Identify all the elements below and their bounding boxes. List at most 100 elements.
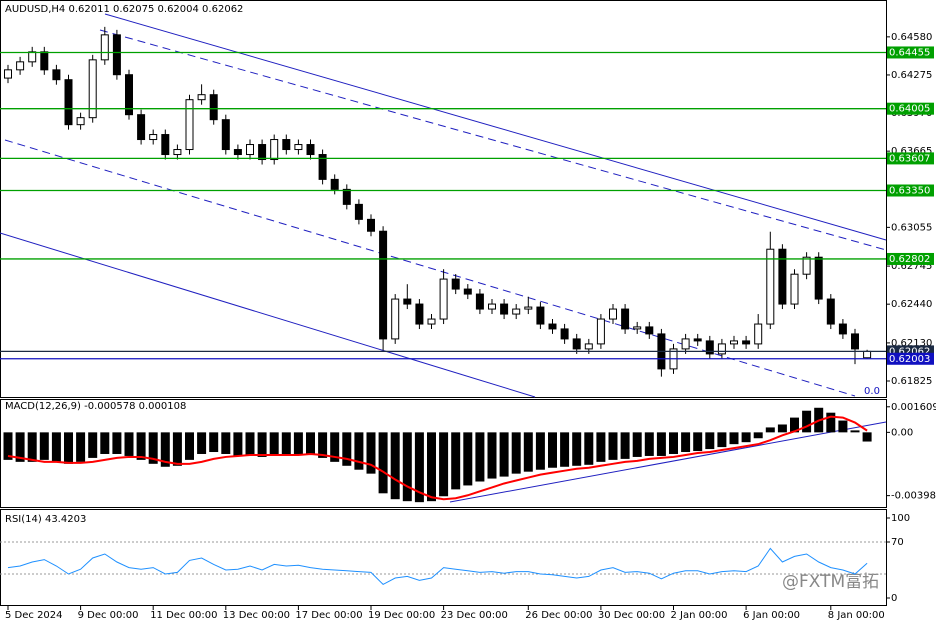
candle-body [415,303,424,325]
macd-bar [269,432,279,456]
candle-body [633,326,642,330]
macd-bar [705,432,715,450]
level-label-box [887,46,934,59]
macd-bar [88,432,98,458]
macd-bar [221,432,231,454]
macd-bar [330,432,340,462]
price-pane [0,0,887,398]
candle-body [548,323,557,330]
channel [0,13,887,503]
macd-bar [306,432,315,454]
candle-body [742,340,751,345]
macd-bar [644,432,654,456]
candle-body [270,139,279,161]
candle-body [851,333,859,350]
macd-bar [124,432,134,456]
macd-bar [475,432,485,482]
x-tick-label: 30 Dec 00:00 [598,610,665,621]
macd-title: MACD(12,26,9) -0.000578 0.000108 [5,401,186,412]
macd-bar [76,432,86,462]
candle-body [451,278,460,290]
x-tick-label: 17 Dec 00:00 [295,610,362,621]
y-tick-label: 0.001609 [891,402,936,413]
macd-bar [753,432,763,439]
x-tick-label: 23 Dec 00:00 [441,610,508,621]
macd-bar [185,432,194,460]
macd-bar [366,432,376,474]
candle-body [463,288,472,295]
macd-bar [51,432,61,462]
macd-bar [523,432,533,472]
y-tick-label: 0.63055 [891,222,932,233]
macd-bar [572,432,582,466]
candle-body [342,188,351,205]
candle-body [427,318,436,325]
macd-bar [729,432,739,445]
level-label: 0.64455 [889,47,930,58]
y-tick-label: 0.64580 [891,32,932,43]
macd-bar [632,432,642,457]
candle-body [258,144,267,161]
candle-body [536,306,545,325]
candle-body [596,318,605,345]
macd-bar [245,432,255,456]
candle-body [621,308,630,330]
macd-bar [620,432,630,459]
candle-body [185,99,194,151]
candle-body [306,144,315,156]
x-tick-label: 9 Dec 00:00 [78,610,139,621]
macd-bar [15,432,25,462]
macd-bar [27,432,37,462]
macd-bar [596,432,606,462]
macd-bar [487,432,497,479]
chart-title: AUDUSD,H4 0.62011 0.62075 0.62004 0.6206… [5,4,243,15]
candle-body [838,323,847,335]
level-label-box [887,352,934,365]
level-label-box [887,152,934,165]
x-tick-label: 5 Dec 2024 [5,610,63,621]
candle-body [125,74,133,116]
candle-body [354,203,363,220]
channel-line [4,139,856,397]
candle-body [4,69,12,79]
macd-bar [148,432,158,464]
candle-body [790,273,799,305]
macd-bar [802,410,812,433]
macd-bar [354,432,364,470]
macd-bar [39,432,49,460]
candle-body [137,114,146,141]
y-tick-label: 70 [891,537,904,548]
y-tick-label: 0.62130 [891,338,932,349]
candle-body [28,51,37,63]
candle-body [233,149,242,156]
candle-body [282,139,291,151]
candle-body [802,256,811,275]
macd-bar [293,432,303,454]
macd-bar [172,432,182,466]
candle-body [64,79,73,126]
macd-bar [499,432,509,477]
x-tick-label: 26 Dec 00:00 [525,610,592,621]
candle-body [500,303,509,315]
macd-bar [378,432,388,494]
candle-body [488,303,496,310]
macd-bar [535,432,545,470]
macd-bar [3,432,13,460]
candle-body [826,298,835,325]
channel-line [99,29,887,251]
candle-body [705,340,714,355]
macd-bar [112,432,122,454]
candle-body [88,59,97,119]
candle-body [730,340,738,345]
signal-line [7,415,868,501]
candle-body [76,117,85,126]
candle-body [814,256,823,300]
macd-bar [427,432,436,502]
candle-body [40,51,49,71]
candle-body [754,323,763,345]
candle-body [717,343,726,355]
y-tick-label: 0.00 [891,427,913,438]
candle-body [391,298,400,340]
candle-body [330,178,339,190]
candle-body [221,119,230,151]
